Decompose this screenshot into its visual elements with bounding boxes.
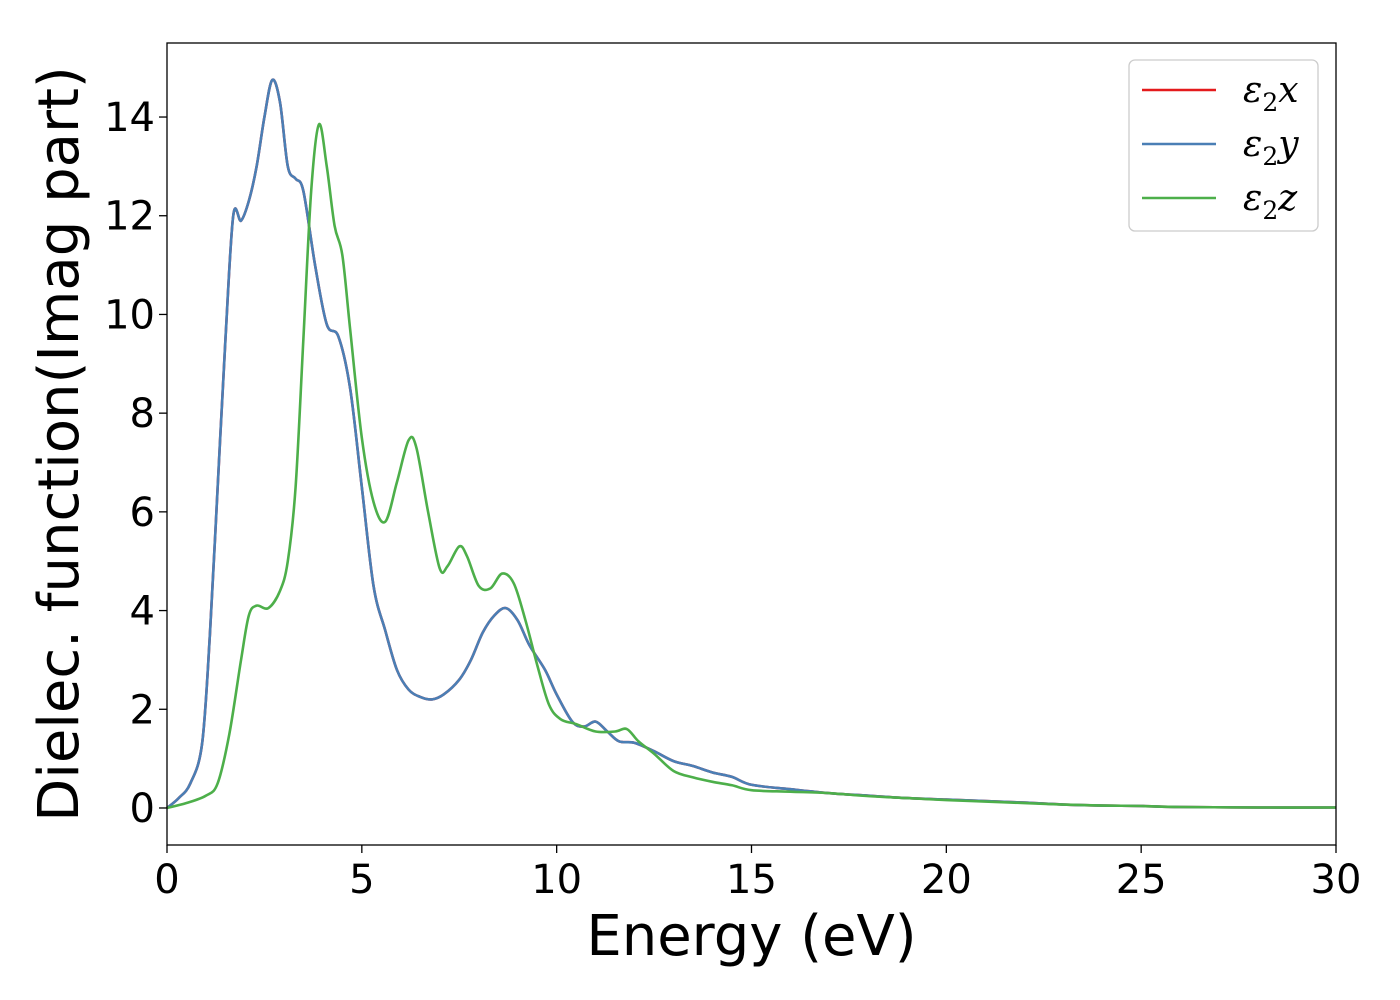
legend-label-x: ε2x	[1243, 70, 1299, 117]
y-axis-label: Dielec. function(Imag part)	[27, 66, 92, 822]
y-tick-label: 6	[130, 490, 155, 536]
series-line-z	[166, 123, 1337, 810]
legend-label-z: ε2z	[1243, 178, 1298, 225]
x-tick-label: 0	[154, 857, 179, 903]
ticks-layer: 0 5 10 15 20 25 30 0 2 4 6 8 10 12 14	[104, 95, 1361, 903]
legend-label-y: ε2y	[1243, 124, 1299, 171]
y-tick-label: 8	[130, 391, 155, 437]
x-tick-label: 30	[1311, 857, 1362, 903]
y-tick-label: 0	[130, 786, 155, 832]
x-tick-label: 20	[921, 857, 972, 903]
y-tick-label: 14	[104, 95, 155, 141]
series-layer	[166, 78, 1337, 810]
x-tick-label: 5	[349, 857, 374, 903]
x-tick-label: 10	[531, 857, 582, 903]
y-tick-label: 2	[130, 687, 155, 733]
y-tick-label: 4	[130, 589, 155, 635]
y-tick-label: 12	[104, 194, 155, 240]
legend: ε2x ε2y ε2z	[1128, 59, 1319, 232]
y-tick-label: 10	[104, 292, 155, 338]
legend-box	[1128, 59, 1319, 232]
x-tick-label: 15	[726, 857, 777, 903]
x-tick-label: 25	[1116, 857, 1167, 903]
x-axis-label: Energy (eV)	[586, 904, 916, 969]
